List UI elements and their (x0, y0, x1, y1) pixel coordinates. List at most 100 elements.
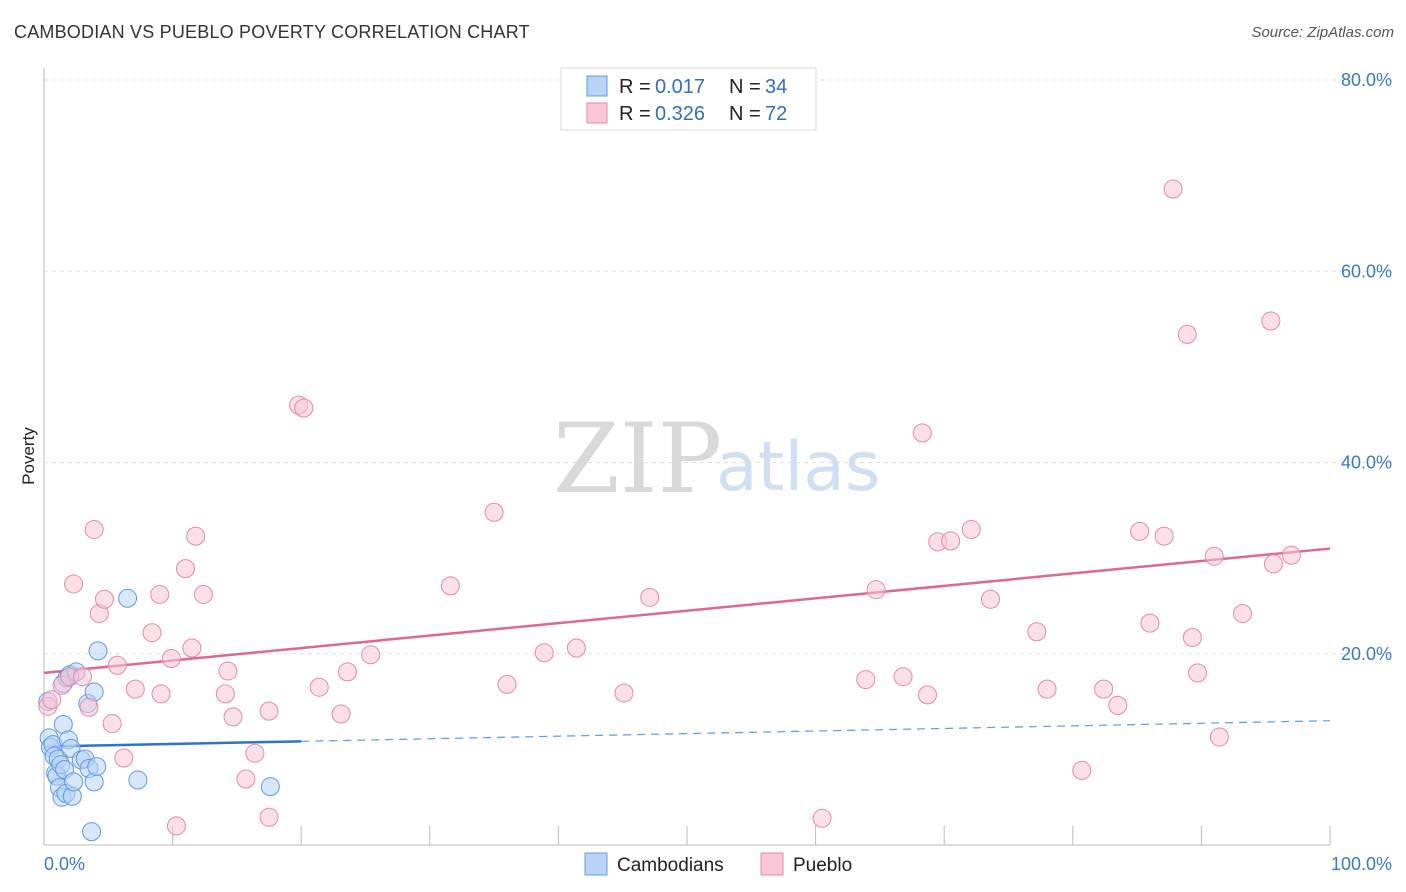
pueblo-point-23 (215, 684, 235, 704)
pueblo-point-64 (1182, 627, 1202, 647)
pueblo-point-28 (259, 701, 279, 721)
pueblo-point-4 (64, 574, 84, 594)
source-label: Source: ZipAtlas.com (1251, 24, 1394, 41)
y-tick-label-60: 60.0% (1341, 261, 1392, 281)
legend-swatch-cambodians (586, 75, 608, 97)
pueblo-point-14 (142, 623, 162, 643)
cambodians-point-30 (88, 641, 108, 661)
pueblo-point-27 (245, 743, 265, 763)
pueblo-point-31 (294, 398, 314, 418)
pueblo-point-11 (107, 655, 127, 675)
pueblo-point-68 (1233, 604, 1253, 624)
watermark-atlas: atlas (716, 428, 880, 507)
pueblo-point-20 (182, 638, 202, 658)
pueblo-point-1 (42, 690, 62, 710)
pueblo-point-54 (1027, 622, 1047, 642)
pueblo-point-59 (1130, 521, 1150, 541)
pueblo-point-58 (1108, 695, 1128, 715)
chart-title: CAMBODIAN VS PUEBLO POVERTY CORRELATION … (14, 22, 530, 42)
legend-r-label-1: R = (619, 76, 651, 98)
pueblo-point-44 (812, 808, 832, 828)
pueblo-trend-line (43, 547, 1331, 675)
y-tick-labels: 20.0% 40.0% 60.0% 80.0% (1341, 70, 1392, 664)
cambodians-point-27 (82, 822, 102, 842)
pueblo-point-16 (151, 684, 171, 704)
pueblo-point-49 (912, 423, 932, 443)
pueblo-point-60 (1140, 613, 1160, 633)
bottom-legend-swatch-pueblo (760, 852, 784, 876)
pueblo-point-34 (337, 662, 357, 682)
watermark-zip: ZIP (553, 403, 722, 515)
data-points (38, 106, 1301, 842)
pueblo-point-67 (1209, 727, 1229, 747)
pueblo-point-55 (1037, 679, 1057, 699)
axes (43, 68, 1331, 846)
legend-r-value-1: 0.017 (655, 76, 705, 98)
pueblo-point-35 (361, 645, 381, 665)
pueblo-point-7 (84, 519, 104, 539)
cambodians-point-29 (87, 757, 107, 777)
legend-r-label-2: R = (619, 103, 651, 125)
pueblo-point-37 (484, 502, 504, 522)
bottom-legend-swatch-cambodians (584, 852, 608, 876)
pueblo-point-40 (566, 638, 586, 658)
pueblo-point-18 (166, 816, 186, 836)
series-legend: Cambodians Pueblo (584, 852, 852, 876)
x-tick-label-100: 100.0% (1331, 854, 1392, 874)
y-tick-label-80: 80.0% (1341, 70, 1392, 90)
pueblo-point-29 (259, 807, 279, 827)
pueblo-point-25 (223, 707, 243, 727)
legend-r-value-2: 0.326 (655, 103, 705, 125)
pueblo-point-52 (961, 519, 981, 539)
pueblo-point-6 (79, 697, 99, 717)
pueblo-point-65 (1188, 663, 1208, 683)
cambodians-point-31 (118, 588, 138, 608)
pueblo-point-46 (866, 580, 886, 600)
pueblo-point-70 (1263, 554, 1283, 574)
pueblo-point-33 (331, 704, 351, 724)
cambodians-point-32 (128, 770, 148, 790)
legend-swatch-pueblo (586, 102, 608, 124)
correlation-legend: R = 0.017 N = 34 R = 0.326 N = 72 (560, 67, 817, 131)
pueblo-point-41 (614, 683, 634, 703)
pueblo-point-62 (1163, 179, 1183, 199)
pueblo-point-39 (534, 643, 554, 663)
pueblo-point-32 (309, 677, 329, 697)
watermark: ZIP atlas (553, 403, 880, 515)
cambodians-trend-dashed (301, 720, 1331, 742)
pueblo-point-53 (980, 589, 1000, 609)
bottom-legend-label-cambodians: Cambodians (617, 855, 724, 876)
pueblo-point-61 (1154, 526, 1174, 546)
pueblo-point-13 (125, 679, 145, 699)
legend-n-value-2: 72 (765, 103, 787, 125)
cambodians-trend-solid (43, 740, 302, 748)
bottom-legend-label-pueblo: Pueblo (793, 855, 852, 876)
x-tick-label-0: 0.0% (44, 854, 85, 874)
pueblo-point-57 (1094, 679, 1114, 699)
pueblo-point-42 (640, 587, 660, 607)
pueblo-point-17 (161, 649, 181, 669)
trend-lines (43, 547, 1331, 748)
legend-n-value-1: 34 (765, 76, 787, 98)
pueblo-point-63 (1177, 324, 1197, 344)
y-axis-label: Poverty (19, 427, 38, 485)
x-tick-labels: 0.0% 100.0% (44, 854, 1392, 874)
pueblo-point-71 (1281, 545, 1301, 565)
y-tick-label-20: 20.0% (1341, 644, 1392, 664)
pueblo-point-12 (114, 748, 134, 768)
pueblo-point-5 (73, 667, 93, 687)
pueblo-point-15 (150, 584, 170, 604)
pueblo-point-48 (917, 685, 937, 705)
pueblo-point-19 (175, 559, 195, 579)
pueblo-point-22 (193, 584, 213, 604)
pueblo-point-66 (1204, 546, 1224, 566)
grid (44, 79, 1392, 655)
pueblo-point-56 (1072, 760, 1092, 780)
pueblo-point-24 (218, 661, 238, 681)
pueblo-point-26 (236, 769, 256, 789)
legend-n-label-1: N = (729, 76, 761, 98)
pueblo-point-69 (1261, 311, 1281, 331)
cambodians-point-20 (64, 772, 84, 792)
y-tick-label-40: 40.0% (1341, 453, 1392, 473)
